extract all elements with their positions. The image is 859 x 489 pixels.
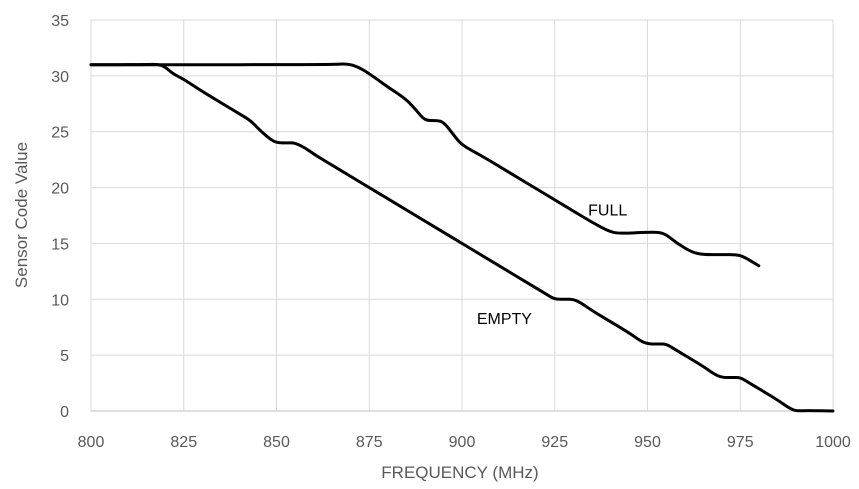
x-tick-label: 900 (449, 434, 476, 451)
y-axis-title: Sensor Code Value (12, 142, 31, 288)
series-label-empty: EMPTY (477, 311, 532, 328)
x-tick-label: 875 (356, 434, 383, 451)
x-tick-label: 1000 (815, 434, 851, 451)
grid (90, 19, 834, 412)
y-tick-label: 0 (60, 404, 69, 421)
y-tick-label: 5 (60, 348, 69, 365)
y-tick-label: 20 (51, 181, 69, 198)
series-label-full: FULL (588, 203, 627, 220)
x-tick-label: 925 (541, 434, 568, 451)
y-tick-labels: 0 5 10 15 20 25 30 35 (51, 13, 69, 421)
x-tick-labels: 800 825 850 875 900 925 950 975 1000 (78, 434, 851, 451)
x-tick-label: 850 (263, 434, 290, 451)
x-tick-label: 975 (727, 434, 754, 451)
x-tick-label: 825 (170, 434, 197, 451)
series-line-empty (89, 62, 835, 413)
y-tick-label: 35 (51, 13, 69, 30)
y-tick-label: 30 (51, 69, 69, 86)
series-labels: FULL EMPTY (477, 203, 628, 328)
x-axis-title: FREQUENCY (MHz) (381, 463, 538, 482)
y-tick-label: 15 (51, 236, 69, 253)
x-tick-label: 950 (634, 434, 661, 451)
x-tick-label: 800 (78, 434, 105, 451)
y-tick-label: 25 (51, 125, 69, 142)
series-lines (89, 62, 835, 413)
y-tick-label: 10 (51, 292, 69, 309)
series-line-full (89, 62, 761, 268)
